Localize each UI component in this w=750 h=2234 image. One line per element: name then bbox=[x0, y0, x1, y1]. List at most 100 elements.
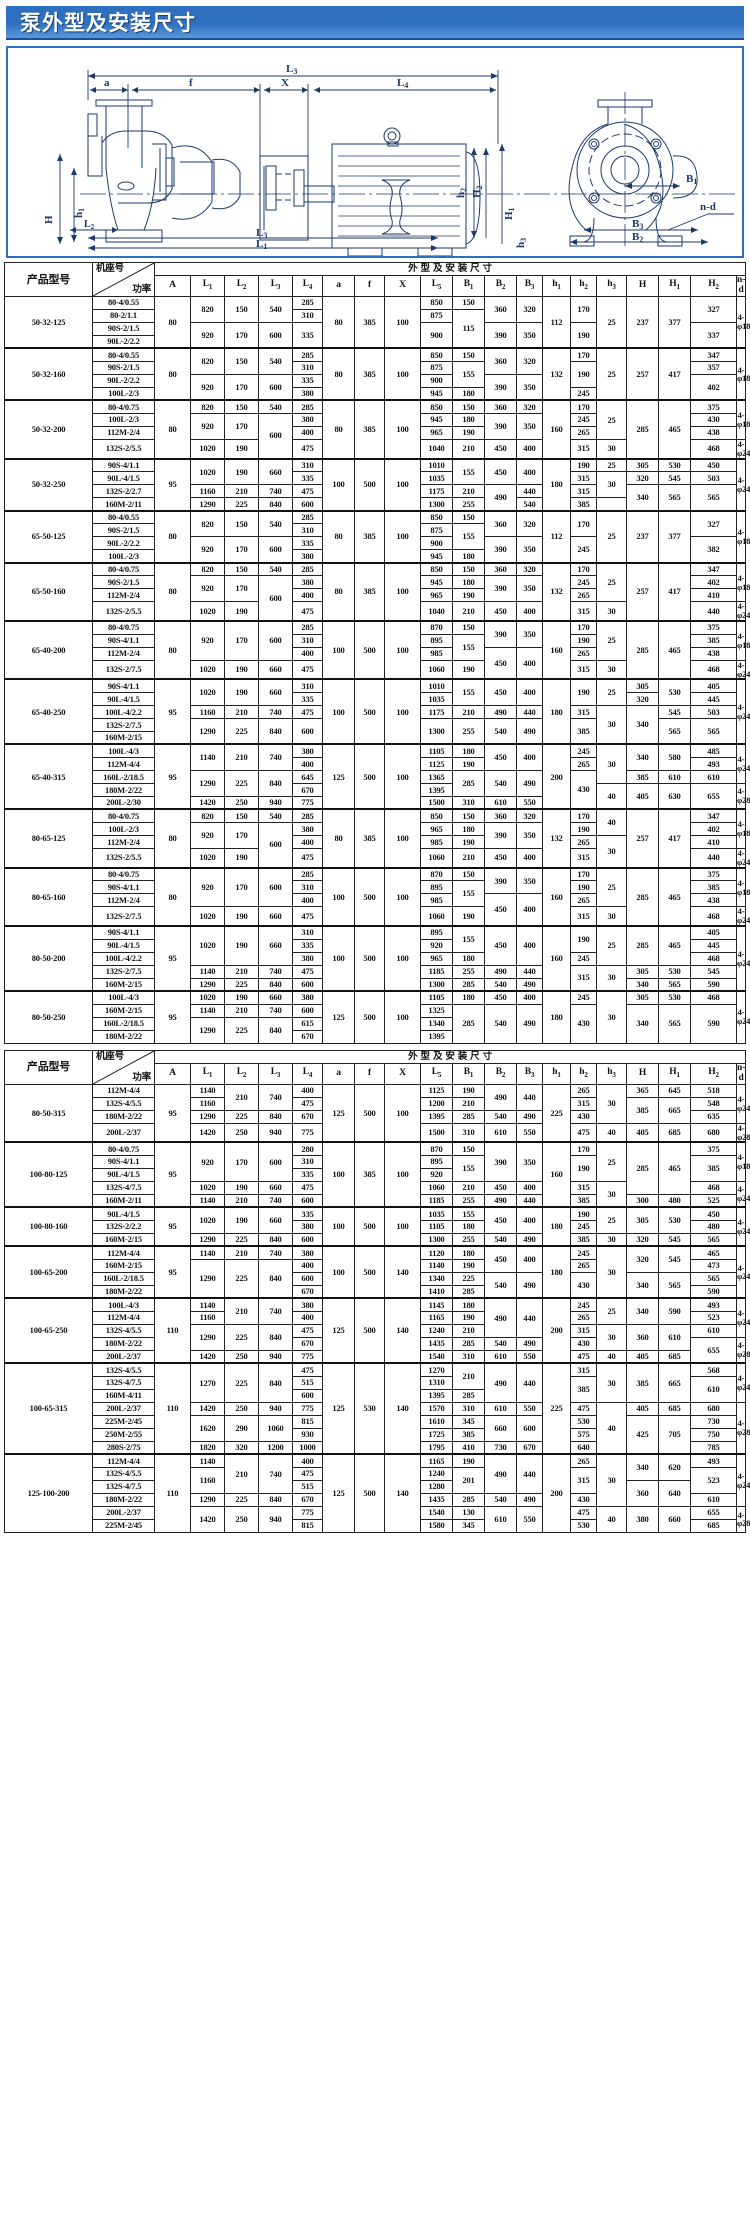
cell-h2: 265 bbox=[570, 834, 597, 849]
cell-L5: 895 bbox=[420, 880, 453, 895]
cell-L4: 335 bbox=[292, 938, 323, 953]
cell-a: 80 bbox=[322, 399, 355, 460]
cell-L4: 600 bbox=[292, 1232, 323, 1247]
cell-H: 340 bbox=[626, 743, 659, 771]
table-row: 160L-2/18.5 600 1340 225 540 490 430 340 565 565 bbox=[5, 1271, 746, 1299]
cell-L1: 1020 bbox=[190, 1206, 225, 1234]
table-row: 180M-2/22 670 1395 bbox=[5, 1029, 746, 1044]
cell-B1: 180 bbox=[452, 549, 485, 564]
cell-motor-frame-power: 80-4/0.75 bbox=[92, 399, 155, 414]
cell-h2: 245 bbox=[570, 1245, 597, 1260]
table-row: 132S-4/5.5 1160 475 1200 210 315 385 665 548 bbox=[5, 1096, 746, 1124]
cell-L2: 250 bbox=[224, 1401, 259, 1416]
cell-B3: 550 bbox=[516, 1122, 543, 1143]
cell-H: 365 bbox=[626, 1083, 659, 1098]
cell-A: 110 bbox=[154, 1362, 191, 1455]
cell-h2: 245 bbox=[570, 1219, 597, 1234]
cell-n-d: 4-φ18.5 bbox=[736, 561, 750, 603]
cell-H2: 685 bbox=[690, 1518, 737, 1533]
cell-L5: 1340 bbox=[420, 1016, 453, 1031]
cell-B1: 385 bbox=[452, 1427, 485, 1442]
cell-L1: 1020 bbox=[190, 457, 225, 486]
table-row: 80-2/1.1 310 875 115 bbox=[5, 308, 746, 349]
table-row: 100-65-250 100L-4/3 110 1140 210 740 380 125 500… bbox=[4, 1297, 750, 1364]
cell-L3: 840 bbox=[258, 1258, 293, 1299]
cell-motor-frame-power: 160M-2/15 bbox=[92, 730, 155, 745]
cell-L1: 1290 bbox=[190, 1323, 225, 1351]
cell-L5: 1300 bbox=[420, 717, 453, 745]
cell-L5: 1300 bbox=[420, 977, 453, 992]
cell-h3: 40 bbox=[596, 782, 627, 810]
table-row: 160L-2/18.5 1290 225 840 615 1340 bbox=[5, 1016, 746, 1044]
cell-L4: 335 bbox=[292, 321, 323, 349]
svg-text:L4: L4 bbox=[397, 77, 408, 90]
cell-L1: 1420 bbox=[190, 1401, 225, 1416]
cell-L5: 1035 bbox=[420, 1206, 453, 1221]
cell-h2: 385 bbox=[570, 1375, 597, 1403]
header-col-b1: B1 bbox=[452, 1062, 485, 1085]
cell-B1: 155 bbox=[452, 880, 485, 908]
cell-B1: 155 bbox=[452, 1154, 485, 1182]
cell-h3: 25 bbox=[596, 295, 627, 349]
cell-h2: 190 bbox=[570, 1206, 597, 1221]
cell-motor-frame-power: 160L-2/18.5 bbox=[92, 1271, 155, 1286]
cell-motor-frame-power: 80-4/0.75 bbox=[92, 808, 155, 823]
pump-outline-and-installation-dimensions-drawing: L3 a bbox=[43, 63, 738, 256]
cell-L2: 190 bbox=[224, 925, 259, 966]
cell-n-d: 4-φ24 bbox=[736, 1362, 750, 1403]
cell-L1: 820 bbox=[190, 808, 225, 823]
cell-h2: 475 bbox=[570, 1401, 597, 1416]
table-row: 180M-2/22 670 1435 285 540 490 430 655 4-φ28 bbox=[5, 1336, 750, 1364]
cell-B2: 360 bbox=[484, 561, 517, 577]
cell-f: 500 bbox=[354, 457, 385, 512]
cell-h3: 30 bbox=[596, 601, 627, 622]
cell-L3: 840 bbox=[258, 1362, 293, 1403]
cell-B3: 400 bbox=[516, 646, 543, 680]
cell-motor-frame-power: 160L-2/18.5 bbox=[92, 769, 155, 784]
cell-h2: 190 bbox=[570, 678, 597, 706]
cell-h2: 245 bbox=[570, 743, 597, 758]
cell-h3: 25 bbox=[596, 347, 627, 401]
cell-L2: 225 bbox=[224, 1323, 259, 1351]
cell-n-d: 4-φ24 bbox=[736, 601, 750, 622]
cell-H2: 327 bbox=[690, 509, 737, 538]
cell-h3: 30 bbox=[596, 1323, 627, 1351]
cell-L1: 1140 bbox=[190, 1003, 225, 1018]
cell-L3: 600 bbox=[258, 412, 293, 460]
cell-H: 405 bbox=[626, 1122, 659, 1143]
cell-B1: 210 bbox=[452, 704, 485, 719]
cell-L5: 1165 bbox=[420, 1310, 453, 1325]
cell-motor-frame-power: 160M-2/15 bbox=[92, 1232, 155, 1247]
cell-B2: 450 bbox=[484, 743, 517, 771]
cell-n-d: 4-φ18.5 bbox=[736, 295, 750, 349]
cell-H2: 503 bbox=[690, 471, 737, 486]
cell-f: 500 bbox=[354, 866, 385, 927]
cell-L1: 1290 bbox=[190, 1109, 225, 1124]
cell-H1: 565 bbox=[658, 717, 691, 745]
cell-B1: 150 bbox=[452, 1141, 485, 1156]
cell-L5: 945 bbox=[420, 386, 453, 401]
cell-B1: 310 bbox=[452, 795, 485, 810]
cell-B1: 150 bbox=[452, 808, 485, 823]
header-col-l4: L4 bbox=[292, 1062, 323, 1085]
cell-h2: 575 bbox=[570, 1427, 597, 1442]
cell-motor-frame-power: 180M-2/22 bbox=[92, 1492, 155, 1507]
cell-B3: 400 bbox=[516, 601, 543, 622]
diagonal-divider-icon bbox=[93, 263, 154, 296]
cell-H: 405 bbox=[626, 782, 659, 810]
cell-L5: 850 bbox=[420, 399, 453, 414]
cell-B2: 490 bbox=[484, 1297, 517, 1338]
cell-h2: 190 bbox=[570, 880, 597, 895]
cell-L4: 670 bbox=[292, 782, 323, 797]
cell-L4: 400 bbox=[292, 1258, 323, 1273]
cell-L3: 840 bbox=[258, 1016, 293, 1044]
cell-H2: 655 bbox=[690, 1336, 737, 1364]
svg-text:h1: h1 bbox=[73, 208, 86, 218]
cell-H: 237 bbox=[626, 509, 659, 564]
cell-L5: 1395 bbox=[420, 1109, 453, 1124]
cell-H1: 660 bbox=[658, 1505, 691, 1533]
cell-L2: 190 bbox=[224, 847, 259, 869]
table-row: 80-50-250 100L-4/3 95 1020 190 660 380 125 500 10… bbox=[4, 990, 750, 1044]
cell-B3: 490 bbox=[516, 769, 543, 797]
svg-text:f: f bbox=[189, 77, 193, 89]
